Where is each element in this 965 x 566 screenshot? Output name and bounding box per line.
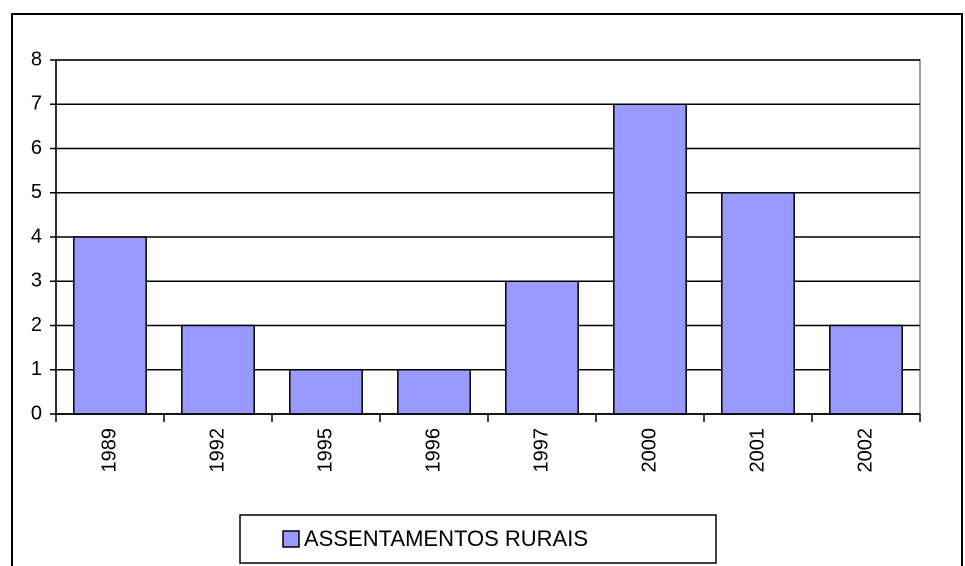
- y-tick-label: 5: [31, 181, 42, 203]
- x-tick-label: 1989: [98, 428, 120, 473]
- bar: [181, 324, 255, 415]
- x-tick-label: 1997: [530, 428, 552, 473]
- legend-box: [239, 514, 717, 564]
- y-tick-label: 6: [31, 137, 42, 159]
- x-tick-label: 2002: [854, 428, 876, 473]
- y-tick-label: 2: [31, 314, 42, 336]
- y-tick-label: 3: [31, 270, 42, 292]
- x-tick-label: 2001: [746, 428, 768, 473]
- y-tick-label: 1: [31, 358, 42, 380]
- bar: [613, 103, 687, 415]
- y-tick-label: 7: [31, 93, 42, 115]
- bar: [505, 280, 579, 415]
- x-tick-label: 1995: [314, 428, 336, 473]
- legend-label: ASSENTAMENTOS RURAIS: [304, 526, 588, 551]
- bar: [397, 369, 471, 415]
- bar: [289, 369, 363, 415]
- x-tick-label: 1992: [206, 428, 228, 473]
- x-tick-label: 2000: [638, 428, 660, 473]
- y-tick-label: 0: [31, 402, 42, 424]
- bar: [829, 324, 903, 415]
- y-tick-label: 4: [31, 225, 42, 247]
- legend-swatch: [282, 530, 300, 548]
- bar: [721, 192, 795, 415]
- x-tick-label: 1996: [422, 428, 444, 473]
- bar: [73, 236, 147, 415]
- y-tick-label: 8: [31, 48, 42, 70]
